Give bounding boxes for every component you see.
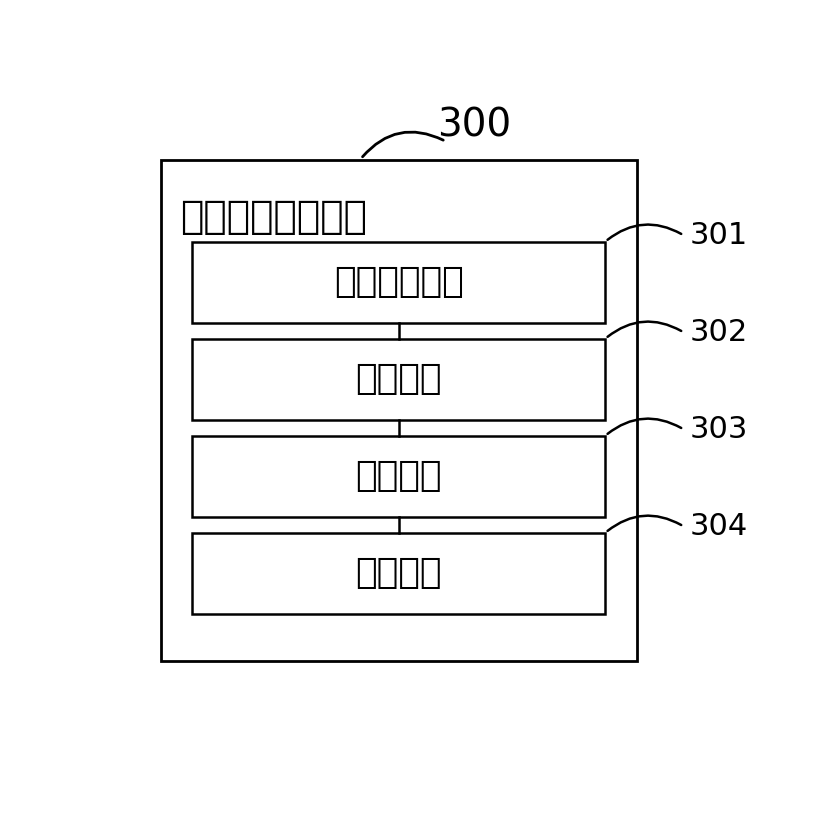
Text: 三维模型构建装置: 三维模型构建装置 xyxy=(179,198,366,236)
Bar xyxy=(192,533,605,614)
Text: 第一获取模块: 第一获取模块 xyxy=(334,265,464,299)
Bar xyxy=(192,338,605,420)
FancyArrowPatch shape xyxy=(362,132,443,157)
FancyArrowPatch shape xyxy=(608,224,681,240)
Text: 300: 300 xyxy=(437,107,511,145)
FancyArrowPatch shape xyxy=(608,322,681,337)
Text: 生成模块: 生成模块 xyxy=(356,363,442,396)
FancyArrowPatch shape xyxy=(608,419,681,434)
Text: 303: 303 xyxy=(690,415,748,444)
Bar xyxy=(192,436,605,517)
Text: 输出模块: 输出模块 xyxy=(356,556,442,590)
FancyArrowPatch shape xyxy=(608,515,681,531)
Bar xyxy=(192,241,605,323)
Text: 302: 302 xyxy=(690,318,748,347)
Text: 304: 304 xyxy=(690,512,748,541)
Text: 贴图模块: 贴图模块 xyxy=(356,459,442,493)
Text: 301: 301 xyxy=(690,221,748,250)
Bar xyxy=(161,160,637,661)
